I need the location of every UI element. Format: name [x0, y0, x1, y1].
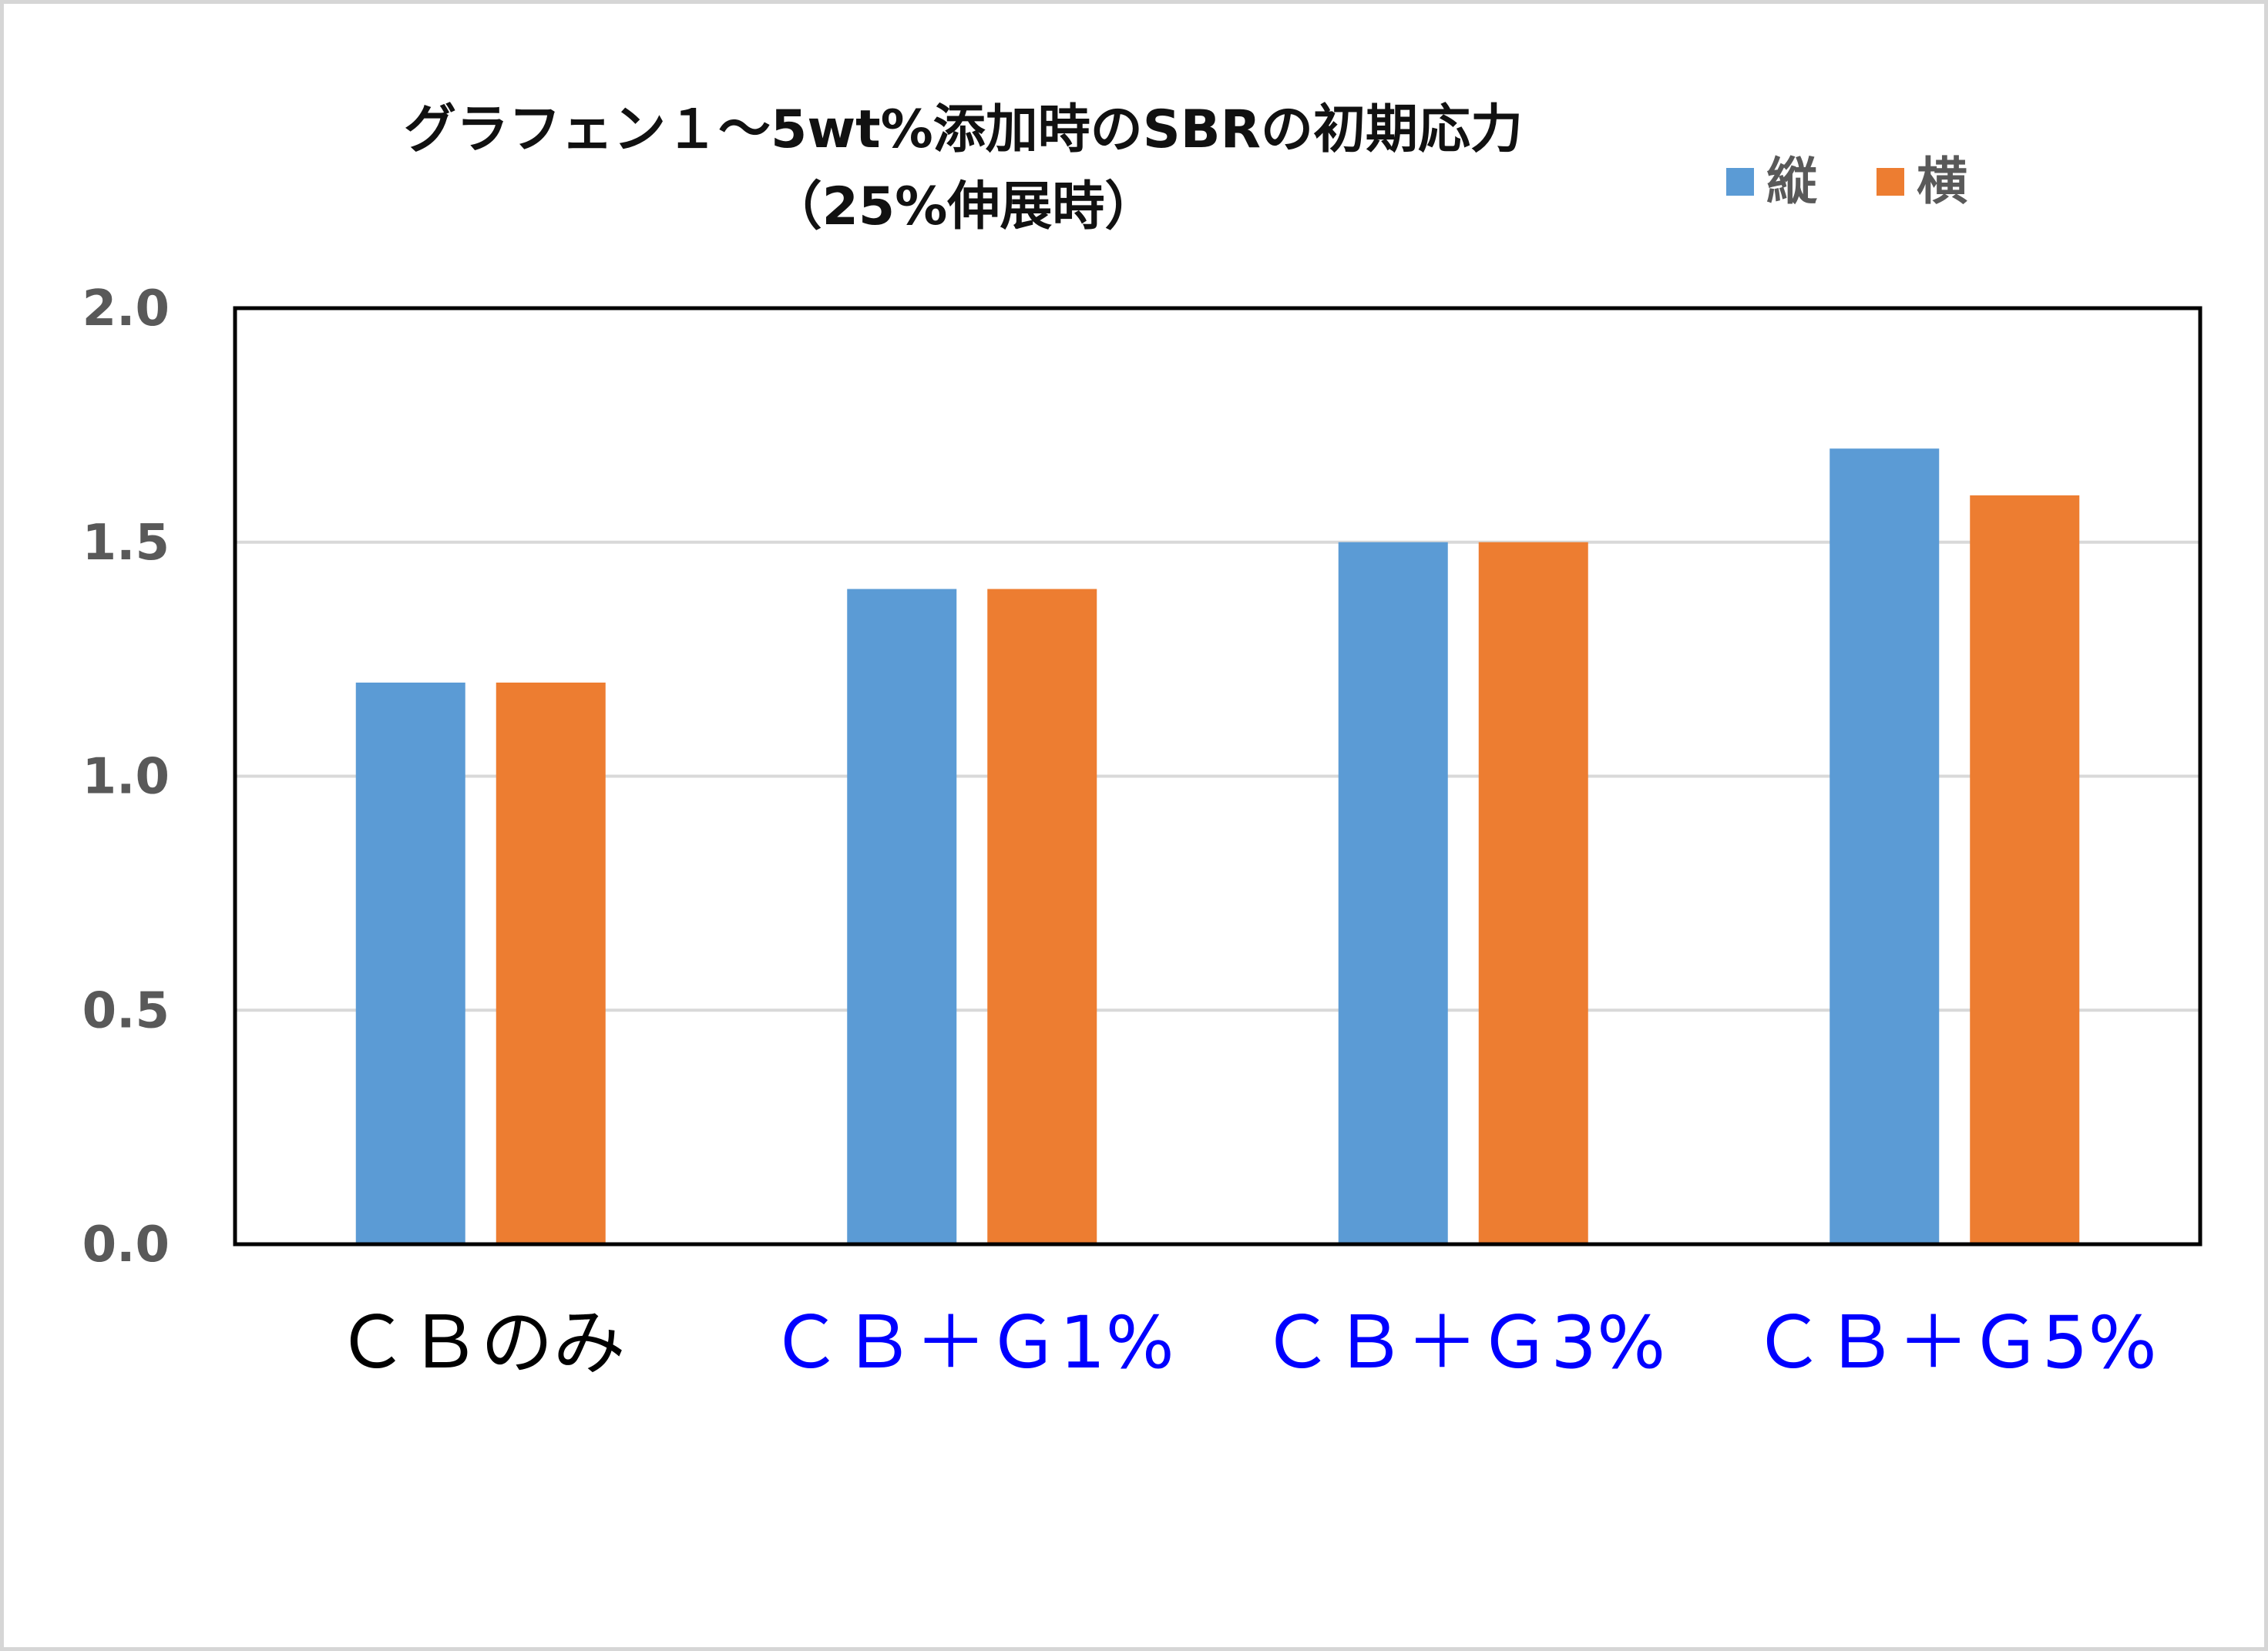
- bar-vertical-3: [1830, 448, 1940, 1244]
- y-tick-label: 1.5: [82, 515, 170, 572]
- plot-area-border: [233, 306, 2202, 1247]
- chart-title: グラフェン１～5wt%添加時のSBRの初期応力: [404, 99, 1523, 160]
- y-axis-tick-labels: 0.0 0.5 1.0 1.5 2.0: [82, 280, 170, 1273]
- bar-vertical-0: [355, 683, 465, 1244]
- x-category-label: ＣＢ＋Ｇ1%: [770, 1301, 1174, 1385]
- y-tick-label: 0.5: [82, 982, 170, 1039]
- bar-horizontal-3: [1970, 495, 2080, 1244]
- bar-vertical-2: [1338, 542, 1448, 1244]
- x-category-label: ＣＢ＋Ｇ5%: [1752, 1301, 2157, 1385]
- bars: [355, 448, 2080, 1244]
- legend-label-horizontal: 横: [1917, 152, 1967, 211]
- y-tick-label: 0.0: [82, 1216, 170, 1273]
- y-tick-label: 1.0: [82, 749, 170, 806]
- chart-subtitle: （25%伸展時）: [769, 176, 1158, 237]
- x-category-label: ＣＢのみ: [336, 1301, 626, 1385]
- legend-swatch-horizontal: [1877, 168, 1904, 196]
- bar-horizontal-2: [1478, 542, 1588, 1244]
- legend-swatch-vertical: [1726, 168, 1754, 196]
- bar-vertical-1: [847, 589, 957, 1244]
- bar-horizontal-1: [987, 589, 1097, 1244]
- x-category-label: ＣＢ＋Ｇ3%: [1261, 1301, 1665, 1385]
- x-axis-category-labels: ＣＢのみ ＣＢ＋Ｇ1% ＣＢ＋Ｇ3% ＣＢ＋Ｇ5%: [336, 1301, 2157, 1385]
- y-tick-label: 2.0: [82, 280, 170, 337]
- legend-label-vertical: 縦: [1766, 152, 1817, 211]
- bar-horizontal-0: [496, 683, 606, 1244]
